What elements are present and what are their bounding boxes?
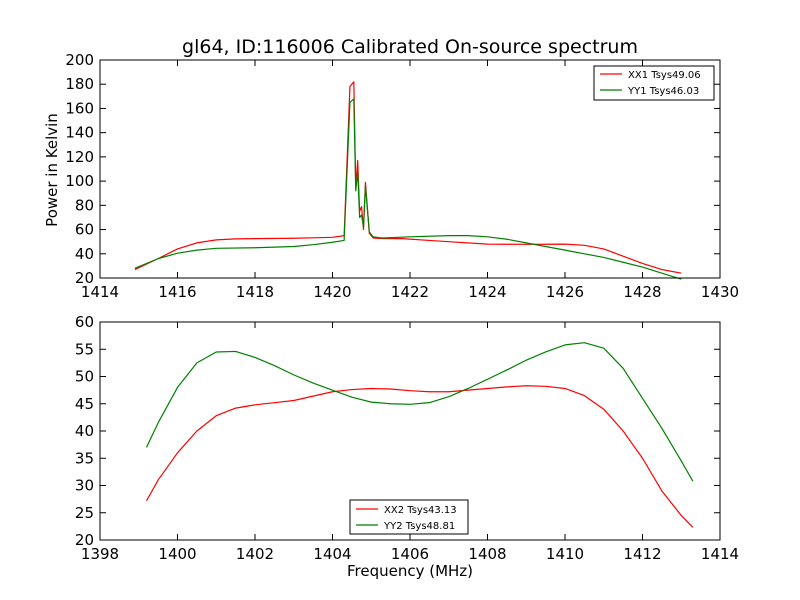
top-legend-label-yy1: YY1 Tsys46.03 — [627, 86, 699, 97]
bottom-ytick-label-1: 25 — [75, 504, 94, 522]
top-ytick-label-2: 60 — [75, 221, 94, 239]
top-legend-label-xx1: XX1 Tsys49.06 — [628, 70, 701, 81]
bottom-ytick-label-4: 40 — [75, 422, 94, 440]
top-xtick-label-3: 1420 — [313, 283, 351, 301]
bottom-legend-label-xx2: XX2 Tsys43.13 — [384, 505, 457, 516]
top-chart-title: gl64, ID:116006 Calibrated On-source spe… — [182, 36, 638, 58]
top-ytick-label-8: 180 — [65, 75, 94, 93]
top-series-line-2 — [134, 98, 682, 280]
top-chart-legend-box — [593, 65, 715, 101]
bottom-chart: 1398 1400 1402 1404 1406 1408 1410 1412 1414 20 25… — [75, 313, 739, 580]
top-chart-series — [134, 81, 682, 280]
bottom-chart-legend-box — [349, 499, 469, 535]
bottom-xtick-label-7: 1412 — [623, 545, 661, 563]
top-chart-legend: XX1 Tsys49.06 YY1 Tsys46.03 — [593, 65, 715, 101]
top-ytick-label-1: 40 — [75, 245, 94, 263]
bottom-xtick-label-1: 1400 — [158, 545, 196, 563]
bottom-chart-series — [145, 342, 694, 528]
bottom-ytick-label-5: 45 — [75, 395, 94, 413]
bottom-ytick-label-2: 30 — [75, 477, 94, 495]
bottom-ytick-label-7: 55 — [75, 340, 94, 358]
bottom-xtick-label-4: 1406 — [391, 545, 429, 563]
bottom-ytick-label-8: 60 — [75, 313, 94, 331]
bottom-series-line-1 — [145, 385, 694, 528]
bottom-xtick-label-5: 1408 — [468, 545, 506, 563]
top-xtick-label-1: 1416 — [158, 283, 196, 301]
bottom-series-line-2 — [145, 342, 694, 482]
bottom-ytick-label-3: 35 — [75, 449, 94, 467]
top-xtick-label-8: 1430 — [701, 283, 739, 301]
top-chart: gl64, ID:116006 Calibrated On-source spe… — [43, 36, 739, 301]
top-xtick-label-4: 1422 — [391, 283, 429, 301]
top-ytick-label-6: 140 — [65, 124, 94, 142]
top-ytick-label-3: 80 — [75, 196, 94, 214]
bottom-xtick-label-8: 1414 — [701, 545, 739, 563]
top-xtick-label-7: 1428 — [623, 283, 661, 301]
bottom-xtick-label-2: 1402 — [236, 545, 274, 563]
bottom-chart-xlabel: Frequency (MHz) — [347, 562, 473, 580]
top-xtick-label-6: 1426 — [546, 283, 584, 301]
bottom-xtick-label-3: 1404 — [313, 545, 351, 563]
top-ytick-label-5: 120 — [65, 148, 94, 166]
top-ytick-label-9: 200 — [65, 51, 94, 69]
bottom-ytick-label-0: 20 — [75, 531, 94, 549]
bottom-xtick-label-0: 1398 — [81, 545, 119, 563]
top-xtick-label-2: 1418 — [236, 283, 274, 301]
top-ytick-label-4: 100 — [65, 172, 94, 190]
top-chart-ylabel: Power in Kelvin — [43, 113, 61, 227]
bottom-chart-ticks: 1398 1400 1402 1404 1406 1408 1410 1412 1414 20 25… — [75, 313, 739, 563]
top-xtick-label-5: 1424 — [468, 283, 506, 301]
top-xtick-label-0: 1414 — [81, 283, 119, 301]
bottom-legend-label-yy2: YY2 Tsys48.81 — [383, 521, 455, 532]
top-ytick-label-7: 160 — [65, 99, 94, 117]
top-ytick-label-0: 20 — [75, 269, 94, 287]
top-chart-ticks: 1414 1416 1418 1420 1422 1424 1426 1428 1430 20 40… — [65, 51, 739, 301]
bottom-ytick-label-6: 50 — [75, 368, 94, 386]
bottom-xtick-label-6: 1410 — [546, 545, 584, 563]
bottom-chart-legend: XX2 Tsys43.13 YY2 Tsys48.81 — [349, 499, 469, 535]
